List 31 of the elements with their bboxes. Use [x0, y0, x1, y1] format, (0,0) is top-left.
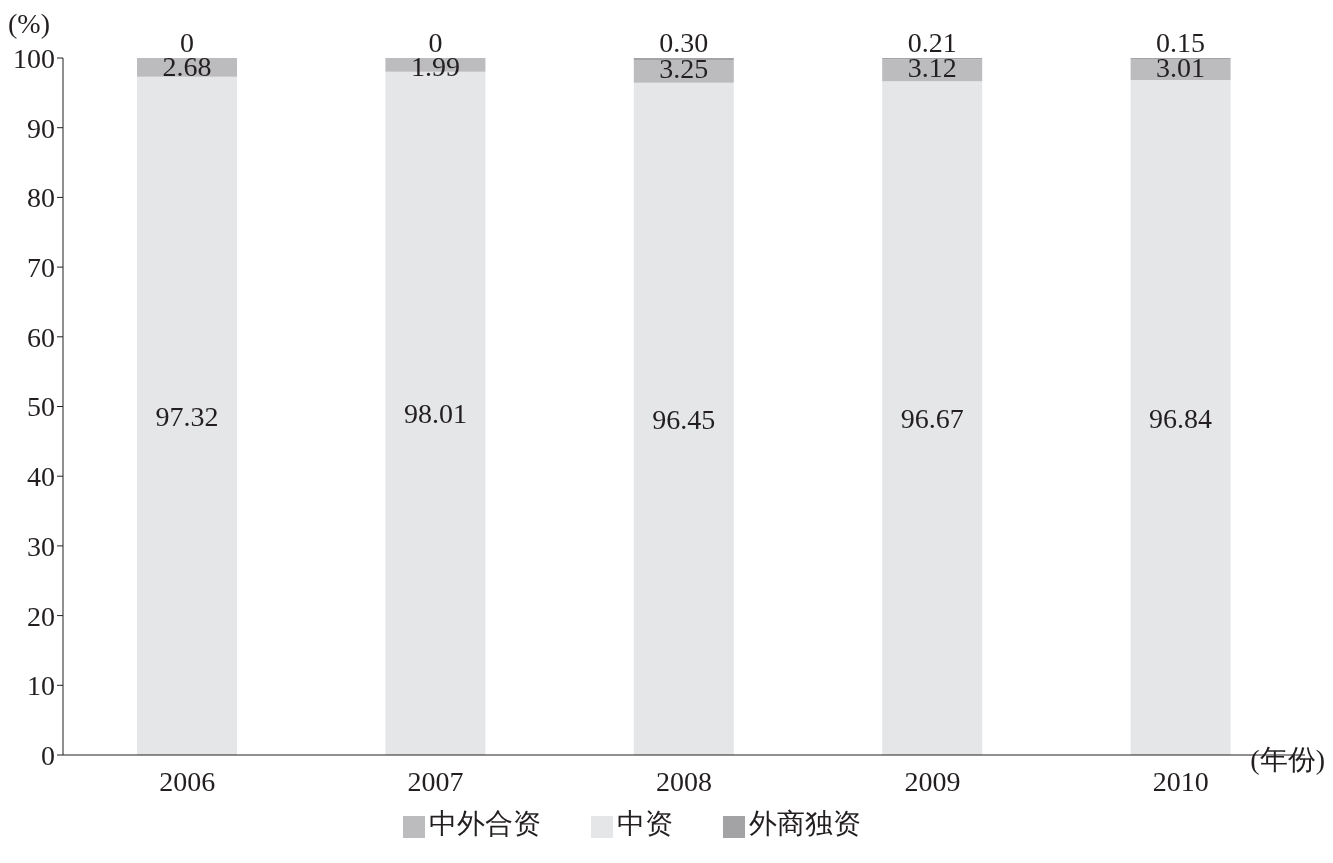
y-axis-title: (%)	[8, 8, 50, 40]
y-tick-label: 100	[13, 42, 55, 74]
data-label: 98.01	[403, 398, 467, 430]
data-label: 97.32	[155, 400, 219, 432]
bar	[137, 76, 237, 755]
y-tick-label: 30	[27, 530, 55, 562]
legend-label: 外商独资	[748, 808, 861, 839]
data-label: 96.45	[652, 403, 716, 435]
x-tick-label: 2010	[1152, 765, 1209, 797]
legend-label: 中外合资	[428, 808, 541, 839]
data-label: 96.84	[1149, 402, 1213, 434]
y-tick-label: 20	[27, 600, 55, 632]
x-tick-label: 2009	[904, 765, 961, 797]
y-tick-label: 90	[27, 112, 55, 144]
bar	[882, 81, 983, 755]
y-tick-label: 50	[27, 391, 55, 423]
x-tick-label: 2008	[656, 765, 712, 797]
y-tick-label: 0	[41, 739, 55, 771]
x-tick-label: 2007	[407, 765, 464, 797]
y-tick-label: 70	[27, 252, 55, 284]
x-axis-title: (年份)	[1250, 743, 1325, 777]
y-tick-label: 40	[27, 461, 55, 493]
y-tick-label: 10	[27, 670, 55, 702]
data-label: 96.67	[900, 403, 964, 435]
bar	[1130, 80, 1231, 755]
y-tick-label: 80	[27, 182, 55, 214]
x-tick-label: 2006	[159, 765, 216, 797]
legend-label: 中资	[616, 808, 673, 839]
y-tick-label: 60	[27, 321, 55, 353]
bar	[633, 82, 734, 755]
bar	[633, 58, 734, 61]
